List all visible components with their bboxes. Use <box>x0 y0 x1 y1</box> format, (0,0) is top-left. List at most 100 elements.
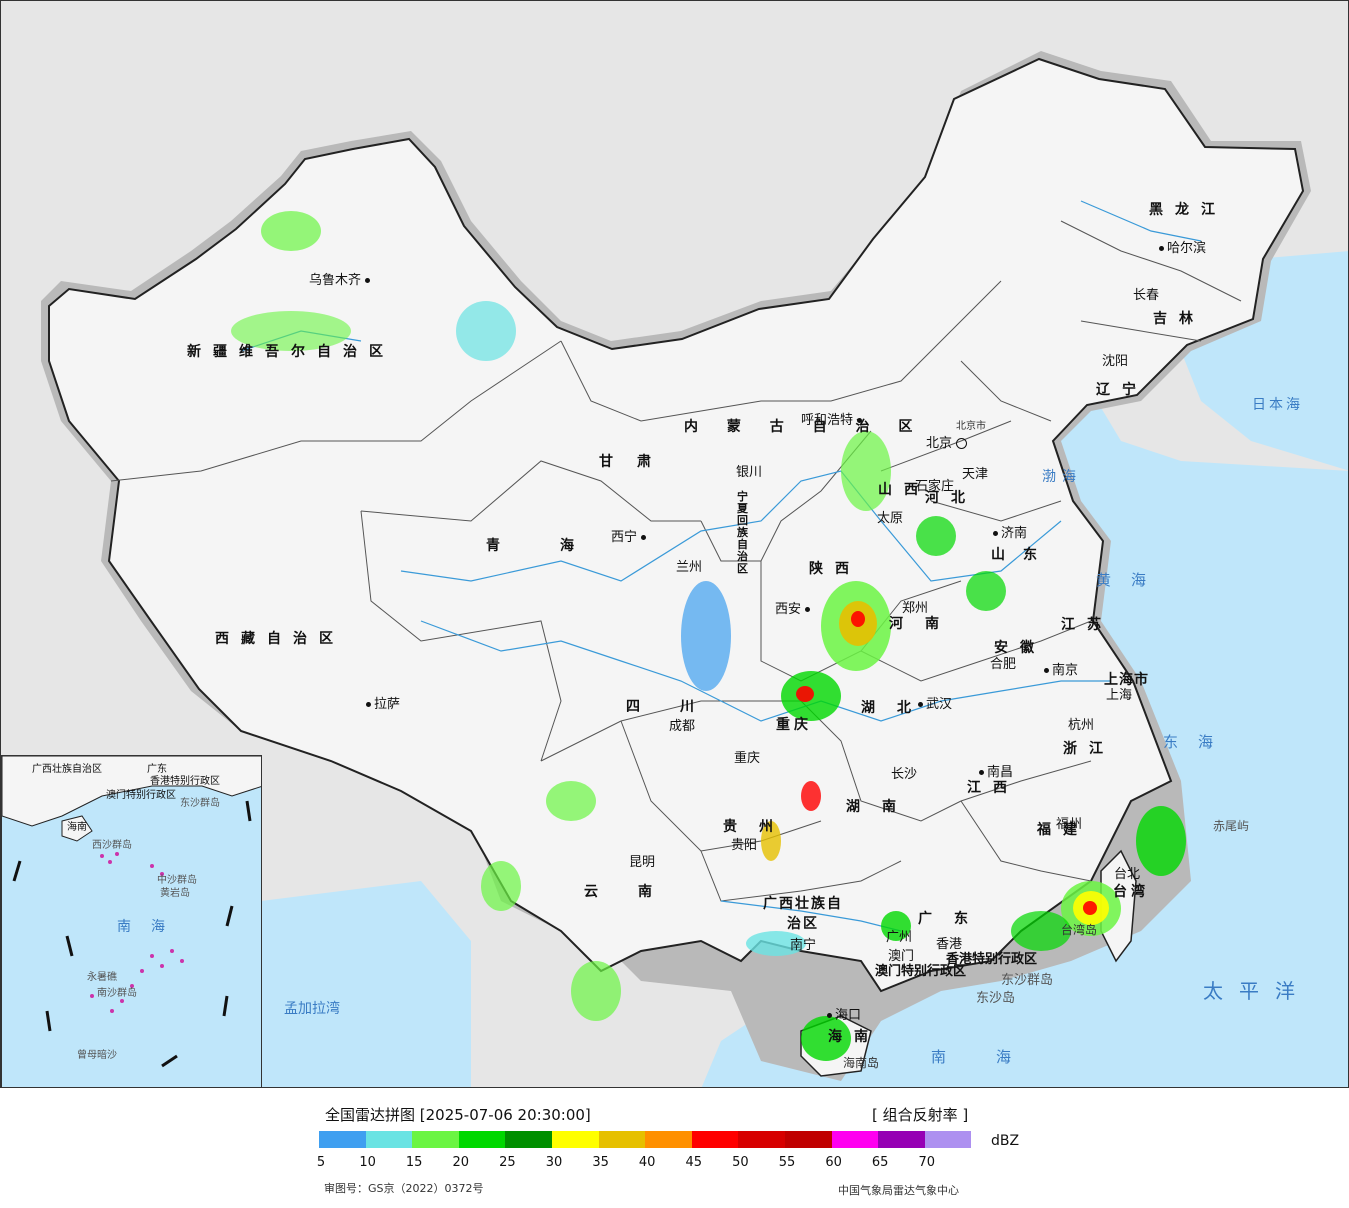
radar-echo <box>881 911 911 941</box>
legend-tick-label: 55 <box>778 1155 796 1170</box>
radar-echo <box>1136 806 1186 876</box>
inset-yongshu-label: 永暑礁 <box>87 972 117 983</box>
map-canvas <box>41 51 1348 1087</box>
province-label-inner-mongolia: 内 蒙 古 自 治 区 <box>684 419 925 435</box>
inset-guangxi-label: 广西壮族自治区 <box>32 764 102 775</box>
legend-tick-label: 60 <box>825 1155 842 1170</box>
province-label: 湖南 <box>846 799 918 815</box>
province-label: 陕西 <box>809 561 861 577</box>
province-label: 宁夏回族自治区 <box>737 490 748 575</box>
province-label: 西藏自治区 <box>215 631 345 647</box>
city-label: 福州 <box>1056 817 1083 832</box>
radar-echo <box>801 1016 851 1061</box>
radar-echo <box>966 571 1006 611</box>
ribenhai-label: 日本海 <box>1252 397 1303 413</box>
huanghai-label: 黄海 <box>1096 571 1167 589</box>
beijing-city-label: 北京市 <box>956 421 986 432</box>
legend-tick-label: 20 <box>452 1155 470 1170</box>
legend-swatch <box>505 1131 552 1148</box>
radar-echo <box>261 211 321 251</box>
shanghai-city-label: 上海市 <box>1104 672 1149 688</box>
radar-echo <box>761 821 781 861</box>
inset-macau-label: 澳门特别行政区 <box>106 790 176 801</box>
city-label: 台北 <box>1114 867 1141 882</box>
radar-echo <box>481 861 521 911</box>
radar-map[interactable]: 新疆维吾尔自治区 西藏自治区 青海 甘肃 内 蒙 古 自 治 区 黑龙江 吉林 … <box>0 0 1349 1088</box>
inset-zhongsha-label: 中沙群岛 <box>157 875 197 886</box>
city-label: 乌鲁木齐 <box>309 269 373 288</box>
chiwei-islet-label: 赤尾屿 <box>1213 819 1250 833</box>
bohai-label: 渤海 <box>1042 469 1082 485</box>
province-label: 河北 <box>925 490 977 506</box>
nanhai-label: 南海 <box>931 1048 1062 1066</box>
organization-label: 中国气象局雷达气象中心 <box>838 1184 959 1197</box>
radar-echo <box>571 961 621 1021</box>
donghai-label: 东海 <box>1163 733 1234 751</box>
inset-dongsha-label: 东沙群岛 <box>180 798 220 809</box>
inset-nanhai-label: 南海 <box>117 919 185 935</box>
legend-swatch <box>551 1131 599 1148</box>
province-label: 福建 <box>1037 822 1089 838</box>
city-label: 南京 <box>1044 659 1078 678</box>
city-label: 呼和浩特 <box>801 409 865 428</box>
city-label: 西安 <box>775 598 813 617</box>
province-label: 广西壮族自治区 <box>763 896 843 932</box>
city-label: 拉萨 <box>366 693 400 712</box>
sea-area <box>701 381 1348 1087</box>
province-label: 河南 <box>889 616 961 632</box>
radar-echo-peak <box>851 611 865 627</box>
radar-echo <box>916 516 956 556</box>
province-label: 新疆维吾尔自治区 <box>187 344 395 360</box>
radar-echo <box>231 311 351 351</box>
radar-echo-peak <box>796 686 814 702</box>
radar-echo <box>746 931 806 956</box>
province-label: 海南 <box>828 1029 880 1045</box>
legend-swatch <box>738 1131 785 1148</box>
legend-swatch <box>319 1131 366 1148</box>
hongkong-sar-label: 香港特别行政区 <box>946 952 1038 967</box>
inset-guangdong-label: 广东 <box>147 764 167 775</box>
city-label: 太原 <box>877 511 904 526</box>
province-label: 青海 <box>486 538 634 554</box>
hainan-island-label: 海南岛 <box>843 1056 880 1070</box>
province-label: 山西 <box>878 482 930 498</box>
legend-tick-label: 25 <box>499 1155 516 1170</box>
legend <box>0 1088 1349 1208</box>
province-label: 贵州 <box>723 819 795 835</box>
province-borders <box>110 220 1242 902</box>
city-label: 上海 <box>1106 688 1133 703</box>
province-label: 江西 <box>967 780 1019 796</box>
legend-tick-label: 50 <box>732 1155 749 1170</box>
mengjialawan-label: 孟加拉湾 <box>284 1001 340 1017</box>
inset-canvas <box>2 756 261 1068</box>
city-label: 沈阳 <box>1102 354 1129 369</box>
city-label: 广州 <box>886 930 913 945</box>
city-label: 天津 <box>962 467 989 482</box>
dongsha-islands-label: 东沙群岛 <box>1001 973 1054 988</box>
legend-tick-label: 45 <box>685 1155 703 1170</box>
legend-swatch <box>784 1131 832 1148</box>
province-label: 吉林 <box>1153 311 1205 327</box>
city-label: 郑州 <box>902 601 929 616</box>
province-label: 浙江 <box>1063 741 1115 757</box>
legend-tick-label: 70 <box>918 1155 936 1170</box>
inset-huangyan-label: 黄岩岛 <box>160 888 190 899</box>
legend-swatch <box>598 1131 646 1148</box>
map-approval-number: 审图号：GS京（2022）0372号 <box>324 1182 484 1195</box>
legend-tick-label: 40 <box>638 1155 656 1170</box>
province-label: 黑龙江 <box>1149 202 1227 218</box>
taipingyang-label: 太平洋 <box>1203 979 1311 1003</box>
city-label: 成都 <box>669 719 696 734</box>
legend-swatch <box>691 1131 739 1148</box>
city-label: 重庆 <box>734 751 761 766</box>
province-label: 安徽 <box>994 640 1046 656</box>
legend-colorbar <box>319 1131 972 1148</box>
province-label: 四川 <box>626 699 734 715</box>
legend-unit: dBZ <box>991 1133 1020 1149</box>
city-label: 武汉 <box>918 693 952 712</box>
inset-nansha-label: 南沙群岛 <box>97 988 137 999</box>
south-china-sea-inset: 广西壮族自治区 广东 海南 澳门特别行政区 香港特别行政区 东沙群岛 西沙群岛 … <box>1 755 262 1087</box>
macau-sar-label: 澳门特别行政区 <box>875 964 967 979</box>
province-label: 广东 <box>918 911 990 927</box>
legend-tick-label: 35 <box>592 1155 609 1170</box>
